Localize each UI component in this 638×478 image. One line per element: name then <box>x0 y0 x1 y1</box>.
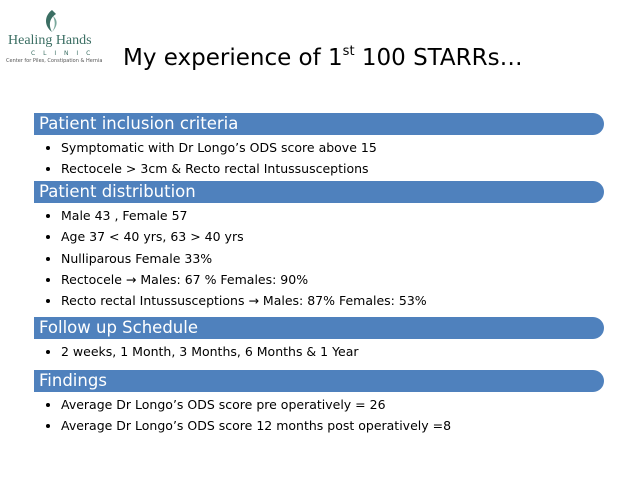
bullet-item: Nulliparous Female 33% <box>61 248 427 269</box>
section-heading: Findings <box>34 370 604 392</box>
section-heading: Follow up Schedule <box>34 317 604 339</box>
bullet-item: Recto rectal Intussusceptions → Males: 8… <box>61 290 427 311</box>
logo-name: Healing Hands <box>8 33 92 48</box>
bullet-list: Average Dr Longo’s ODS score pre operati… <box>47 394 451 437</box>
section-heading: Patient inclusion criteria <box>34 113 604 135</box>
bullet-list: 2 weeks, 1 Month, 3 Months, 6 Months & 1… <box>47 341 359 362</box>
logo-icon <box>46 10 57 32</box>
bullet-list: Symptomatic with Dr Longo’s ODS score ab… <box>47 137 377 180</box>
bullet-item: Age 37 < 40 yrs, 63 > 40 yrs <box>61 226 427 247</box>
section-heading: Patient distribution <box>34 181 604 203</box>
slide-title: My experience of 1st 100 STARRs… <box>123 44 523 71</box>
bullet-item: Symptomatic with Dr Longo’s ODS score ab… <box>61 137 377 158</box>
bullet-item: Average Dr Longo’s ODS score 12 months p… <box>61 415 451 436</box>
logo-sub: C L I N I C <box>31 50 94 57</box>
bullet-list: Male 43 , Female 57Age 37 < 40 yrs, 63 >… <box>47 205 427 311</box>
bullet-item: 2 weeks, 1 Month, 3 Months, 6 Months & 1… <box>61 341 359 362</box>
logo-tagline: Center for Piles, Constipation & Hernia <box>6 58 103 64</box>
bullet-item: Average Dr Longo’s ODS score pre operati… <box>61 394 451 415</box>
bullet-item: Rectocele → Males: 67 % Females: 90% <box>61 269 427 290</box>
bullet-item: Male 43 , Female 57 <box>61 205 427 226</box>
bullet-item: Rectocele > 3cm & Recto rectal Intussusc… <box>61 158 377 179</box>
